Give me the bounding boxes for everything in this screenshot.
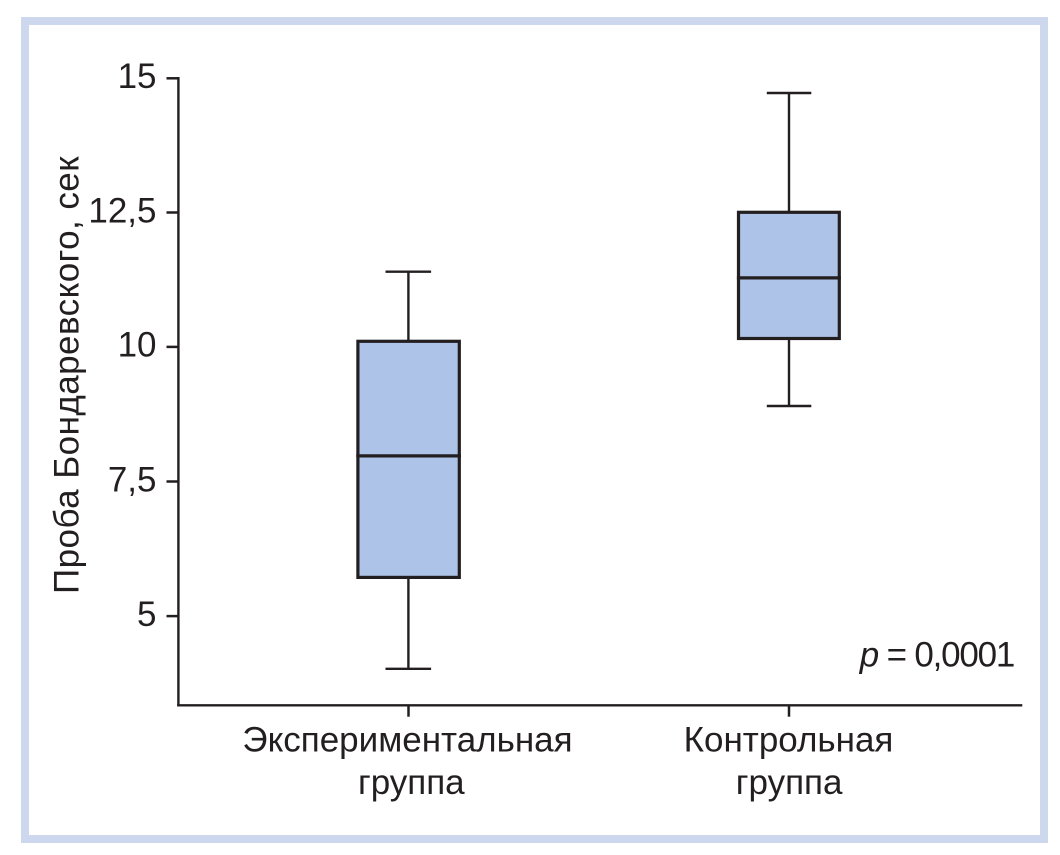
svg-text:10: 10 [118, 326, 157, 365]
svg-text:5: 5 [137, 595, 156, 634]
svg-text:группа: группа [358, 763, 465, 802]
svg-text:Проба Бондаревского, сек: Проба Бондаревского, сек [48, 156, 87, 594]
svg-text:12,5: 12,5 [88, 191, 156, 230]
svg-text:7,5: 7,5 [108, 460, 157, 499]
svg-text:Экспериментальная: Экспериментальная [242, 721, 572, 760]
svg-text:группа: группа [736, 763, 843, 802]
svg-text:p = 0,0001: p = 0,0001 [859, 636, 1014, 675]
svg-text:15: 15 [118, 57, 157, 96]
svg-text:Контрольная: Контрольная [684, 721, 894, 760]
